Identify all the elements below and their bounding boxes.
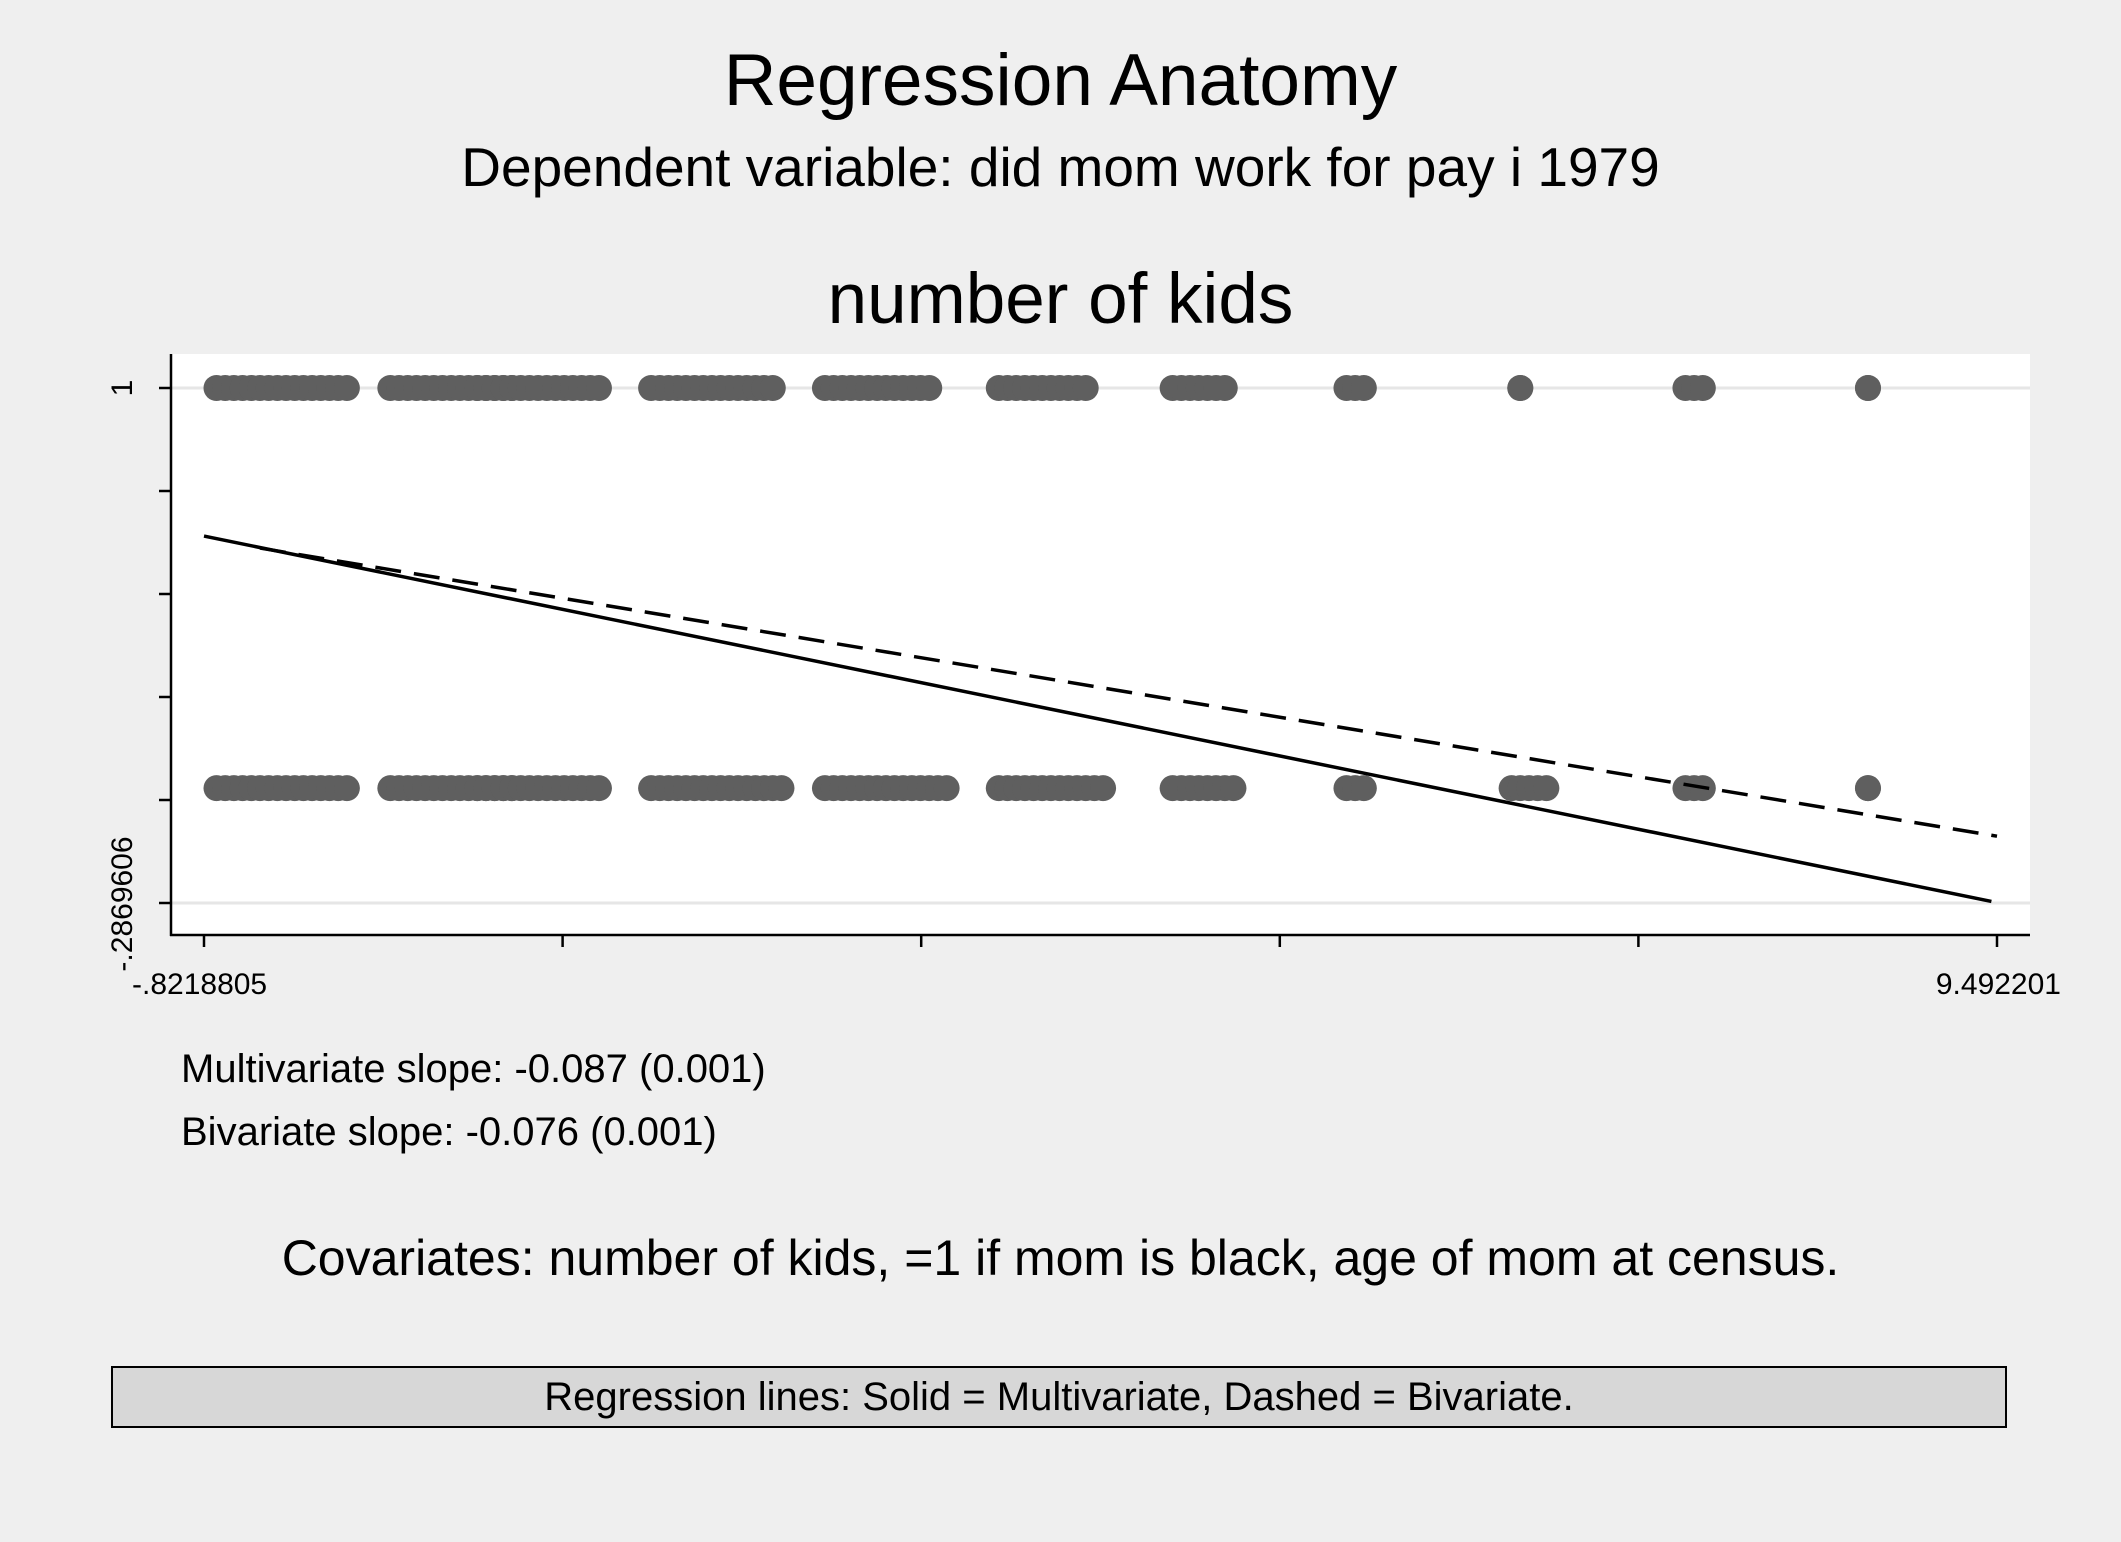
data-point [1211, 375, 1238, 401]
data-point [1689, 375, 1716, 401]
x-tick-label-min: -.8218805 [132, 968, 267, 1001]
legend-note: Regression lines: Solid = Multivariate, … [544, 1375, 1574, 1419]
data-point [768, 775, 795, 802]
scatter-points [203, 375, 1881, 802]
regression-line-bivariate [259, 546, 1998, 838]
data-point [333, 375, 360, 401]
data-point [333, 775, 360, 802]
covariates-note: Covariates: number of kids, =1 if mom is… [281, 1230, 1840, 1286]
data-point [916, 375, 943, 401]
data-point [1854, 375, 1881, 401]
data-point [1533, 775, 1560, 802]
data-point [585, 775, 612, 802]
regression-lines [203, 534, 1998, 904]
legend-note-box: Regression lines: Solid = Multivariate, … [111, 1366, 2007, 1428]
data-point [1220, 775, 1247, 802]
data-point [1507, 375, 1534, 401]
chart-subtitle: Dependent variable: did mom work for pay… [461, 136, 1660, 198]
data-point [1350, 375, 1377, 401]
data-point [759, 375, 786, 401]
bivariate-slope-note: Bivariate slope: -0.076 (0.001) [181, 1110, 717, 1154]
x-tick-label-max: 9.492201 [1936, 968, 2061, 1001]
data-point [1090, 775, 1117, 802]
panel-title: number of kids [827, 260, 1294, 339]
data-point [933, 775, 960, 802]
y-tick-label-min: -.2869606 [106, 836, 139, 971]
regression-line-multivariate [203, 534, 1992, 904]
plot-background [172, 354, 2030, 934]
axes [159, 354, 2030, 947]
data-point [585, 375, 612, 401]
chart-title: Regression Anatomy [723, 40, 1398, 121]
y-tick-label-max: 1 [106, 380, 139, 397]
data-point [1072, 375, 1099, 401]
multivariate-slope-note: Multivariate slope: -0.087 (0.001) [181, 1047, 766, 1091]
data-point [1350, 775, 1377, 802]
data-point [1854, 775, 1881, 802]
